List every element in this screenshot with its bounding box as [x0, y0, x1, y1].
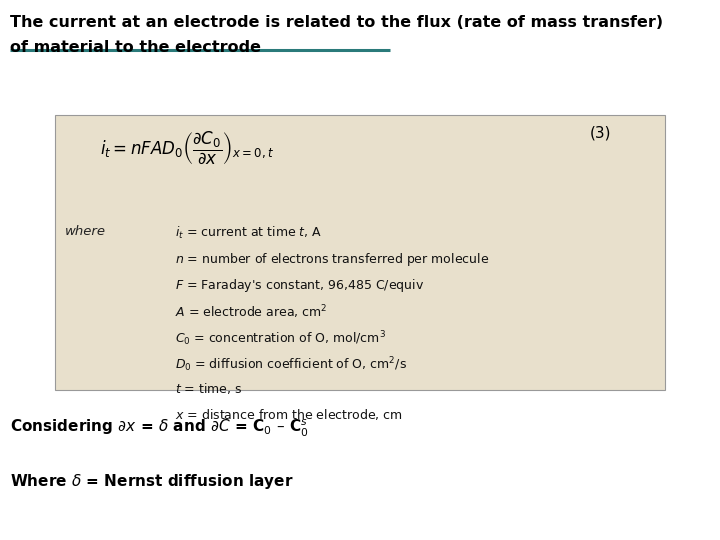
- Text: $C_0$ = concentration of O, mol/cm$^3$: $C_0$ = concentration of O, mol/cm$^3$: [175, 329, 386, 348]
- Text: The current at an electrode is related to the flux (rate of mass transfer): The current at an electrode is related t…: [10, 15, 663, 30]
- FancyBboxPatch shape: [55, 115, 665, 390]
- Text: $x$ = distance from the electrode, cm: $x$ = distance from the electrode, cm: [175, 407, 402, 422]
- Text: $i_t$ = current at time $t$, A: $i_t$ = current at time $t$, A: [175, 225, 323, 241]
- Text: (3): (3): [590, 125, 611, 140]
- Text: $D_0$ = diffusion coefficient of O, cm$^2$/s: $D_0$ = diffusion coefficient of O, cm$^…: [175, 355, 407, 374]
- Text: $n$ = number of electrons transferred per molecule: $n$ = number of electrons transferred pe…: [175, 251, 489, 268]
- Text: $F$ = Faraday's constant, 96,485 C/equiv: $F$ = Faraday's constant, 96,485 C/equiv: [175, 277, 424, 294]
- Text: Where $\delta$ = Nernst diffusion layer: Where $\delta$ = Nernst diffusion layer: [10, 472, 294, 491]
- Text: where: where: [65, 225, 106, 238]
- Text: $A$ = electrode area, cm$^2$: $A$ = electrode area, cm$^2$: [175, 303, 328, 321]
- Text: of material to the electrode: of material to the electrode: [10, 40, 261, 55]
- Text: $t$ = time, s: $t$ = time, s: [175, 381, 243, 396]
- Text: $i_t = nFAD_0 \left( \dfrac{\partial C_0}{\partial x} \right)_{x=0,t}$: $i_t = nFAD_0 \left( \dfrac{\partial C_0…: [100, 130, 274, 166]
- Text: Considering $\partial x$ = $\delta$ and $\partial C$ = C$_0$ – C$^s_0$: Considering $\partial x$ = $\delta$ and …: [10, 418, 308, 439]
